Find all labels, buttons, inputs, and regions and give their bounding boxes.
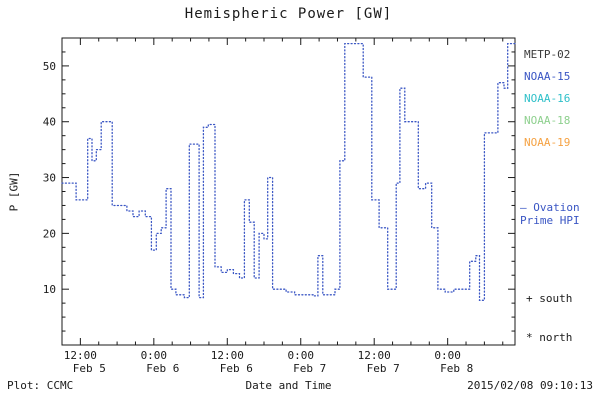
x-tick-time-label: 12:00 bbox=[358, 349, 391, 362]
chart-title: Hemispheric Power [GW] bbox=[184, 6, 393, 22]
legend-item-noaa-15: NOAA-15 bbox=[524, 70, 571, 83]
y-tick-label: 50 bbox=[43, 60, 56, 73]
x-tick-time-label: 12:00 bbox=[211, 349, 244, 362]
plot-credit: Plot: CCMC bbox=[7, 379, 74, 392]
ovation-prime-legend: — Ovation Prime HPI bbox=[520, 201, 580, 227]
x-tick-time-label: 12:00 bbox=[64, 349, 97, 362]
x-tick-time-label: 0:00 bbox=[141, 349, 168, 362]
satellite-legend: METP-02 NOAA-15 NOAA-16 NOAA-18 NOAA-19 bbox=[524, 44, 570, 154]
x-tick-time-label: 0:00 bbox=[434, 349, 461, 362]
x-tick-date-label: Feb 5 bbox=[73, 362, 106, 375]
x-axis-label: Date and Time bbox=[245, 379, 332, 392]
legend-item-noaa-16: NOAA-16 bbox=[524, 92, 571, 105]
south-marker-legend: + south bbox=[526, 292, 573, 305]
x-tick-date-label: Feb 7 bbox=[367, 362, 400, 375]
x-tick-date-label: Feb 7 bbox=[293, 362, 326, 375]
hpi-series-line bbox=[61, 42, 516, 301]
legend-item-noaa-19: NOAA-19 bbox=[524, 136, 571, 149]
y-tick-label: 40 bbox=[43, 116, 56, 129]
plot-timestamp: 2015/02/08 09:10:13 bbox=[467, 379, 593, 392]
legend-item-metp-02: METP-02 bbox=[524, 48, 571, 61]
x-tick-date-label: Feb 6 bbox=[220, 362, 253, 375]
y-tick-label: 30 bbox=[43, 172, 56, 185]
ovation-legend-line1: — Ovation bbox=[520, 201, 580, 214]
legend-item-noaa-18: NOAA-18 bbox=[524, 114, 571, 127]
north-marker-legend: * north bbox=[526, 331, 573, 344]
y-tick-label: 20 bbox=[43, 227, 56, 240]
x-tick-date-label: Feb 6 bbox=[146, 362, 179, 375]
x-tick-date-label: Feb 8 bbox=[440, 362, 473, 375]
ovation-legend-line2: Prime HPI bbox=[520, 214, 580, 227]
plot-frame bbox=[61, 37, 516, 346]
y-tick-label: 10 bbox=[43, 283, 56, 296]
x-tick-time-label: 0:00 bbox=[287, 349, 314, 362]
